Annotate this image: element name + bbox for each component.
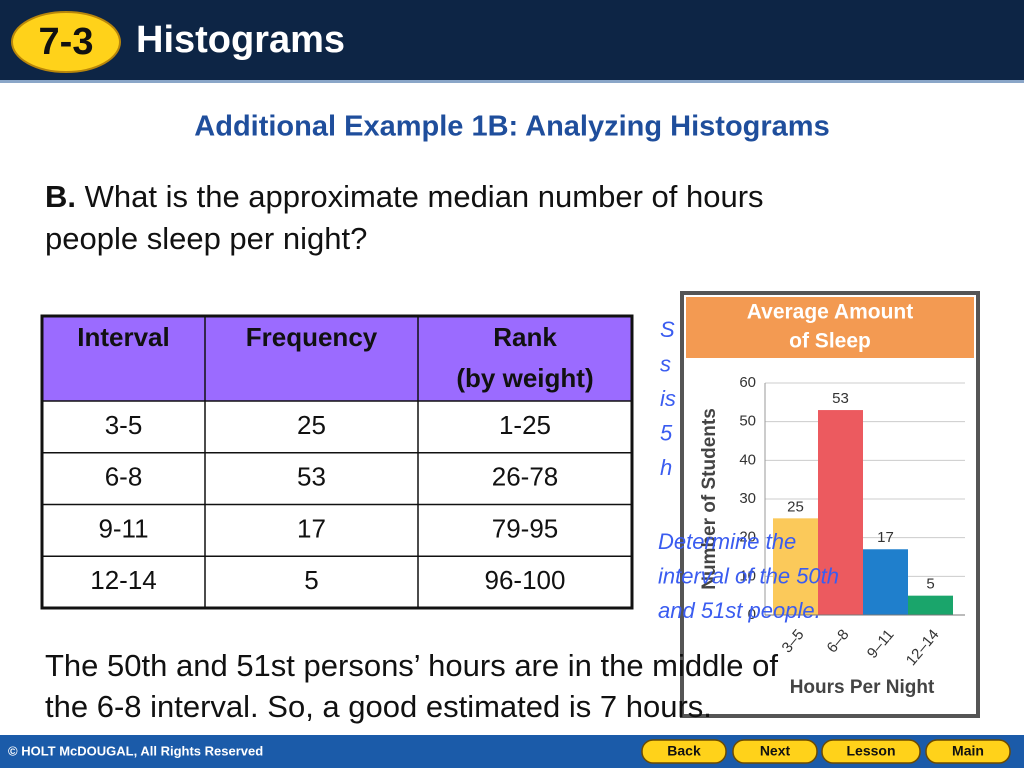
nav-button[interactable] bbox=[732, 739, 818, 764]
chart-title: Average Amount bbox=[747, 301, 913, 324]
nav-button[interactable] bbox=[641, 739, 727, 764]
fragment: is bbox=[660, 386, 676, 411]
x-axis-label: Hours Per Night bbox=[790, 677, 935, 698]
nav-button-label[interactable]: Lesson bbox=[846, 743, 895, 759]
question-text: What is the approximate median number of… bbox=[85, 179, 764, 214]
table-cell: 9-11 bbox=[98, 513, 148, 543]
data-label: 17 bbox=[877, 529, 894, 546]
y-tick-label: 10 bbox=[739, 567, 756, 584]
hint-text: Determine the bbox=[658, 529, 796, 554]
y-tick-label: 60 bbox=[739, 374, 756, 391]
nav-button[interactable] bbox=[821, 739, 921, 764]
table-cell: 25 bbox=[297, 410, 326, 440]
y-tick-label: 40 bbox=[739, 451, 756, 468]
chart-title-bg bbox=[686, 297, 974, 358]
nav-button[interactable] bbox=[925, 739, 1011, 764]
hidden-text: Ss is 5 h bbox=[660, 317, 676, 480]
table-cell: 1-25 bbox=[499, 410, 551, 440]
chart-title: of Sleep bbox=[789, 330, 871, 353]
copyright: © HOLT McDOUGAL, All Rights Reserved bbox=[8, 743, 263, 758]
question-label: B. bbox=[45, 179, 76, 214]
data-label: 53 bbox=[832, 390, 849, 407]
y-axis-label: Number of Students bbox=[699, 408, 720, 590]
table-cell: 53 bbox=[297, 462, 326, 492]
hint: Determine the interval of the 50th and 51s… bbox=[658, 529, 839, 623]
data-label: 5 bbox=[926, 576, 934, 593]
hint-text: and 51st people. bbox=[658, 598, 821, 623]
table-header-bg bbox=[42, 316, 632, 401]
y-tick-label: 50 bbox=[739, 413, 756, 430]
table-cell: 79-95 bbox=[492, 513, 559, 543]
hint-text: interval of the 50th bbox=[658, 563, 839, 588]
nav-button-label[interactable]: Main bbox=[952, 743, 984, 759]
answer-text: the 6-8 interval. So, a good estimated i… bbox=[45, 689, 712, 724]
slide-title: Histograms bbox=[136, 19, 345, 61]
y-tick-label: 30 bbox=[739, 490, 756, 507]
header-bar bbox=[0, 0, 1024, 80]
chart: Average Amount of Sleep 0 10 20 30 40 50 60 Numbe… bbox=[680, 291, 980, 718]
header-rule bbox=[0, 80, 1024, 83]
bar bbox=[908, 595, 953, 615]
bar bbox=[818, 410, 863, 615]
nav-button-label[interactable]: Back bbox=[667, 743, 701, 759]
table-header: Interval bbox=[77, 322, 170, 352]
table-header: Rank bbox=[493, 322, 557, 352]
fragment: S bbox=[660, 317, 675, 342]
fragment: s bbox=[660, 351, 671, 376]
question-line: B. What is the approximate median number… bbox=[45, 179, 764, 214]
subtitle: Additional Example 1B: Analyzing Histogr… bbox=[194, 111, 829, 143]
answer-text: The 50th and 51st persons’ hours are in … bbox=[45, 648, 778, 683]
data-label: 25 bbox=[787, 498, 804, 515]
table-cell: 26-78 bbox=[492, 462, 559, 492]
table-border bbox=[40, 314, 634, 610]
badge bbox=[11, 11, 121, 73]
nav: Back Next Lesson Main bbox=[641, 739, 1011, 764]
table-cell: 6-8 bbox=[105, 462, 143, 492]
fragment: 5 bbox=[660, 420, 673, 445]
table-header: Frequency bbox=[246, 322, 378, 352]
table-cell: 3-5 bbox=[105, 410, 143, 440]
badge-text: 7-3 bbox=[39, 21, 94, 63]
y-tick-label: 20 bbox=[739, 529, 756, 546]
nav-button-label[interactable]: Next bbox=[760, 743, 791, 759]
table: Interval Frequency Rank (by weight) 3-5 25 1-2… bbox=[40, 314, 634, 610]
table-cell: 12-14 bbox=[90, 565, 157, 595]
fragment: h bbox=[660, 455, 672, 480]
question-text: people sleep per night? bbox=[45, 221, 367, 256]
table-cell: 96-100 bbox=[485, 565, 566, 595]
y-tick-label: 0 bbox=[748, 606, 756, 623]
table-header: (by weight) bbox=[456, 363, 593, 393]
bar bbox=[863, 549, 908, 615]
table-cell: 17 bbox=[297, 513, 326, 543]
table-cell: 5 bbox=[304, 565, 318, 595]
bar bbox=[773, 518, 818, 615]
